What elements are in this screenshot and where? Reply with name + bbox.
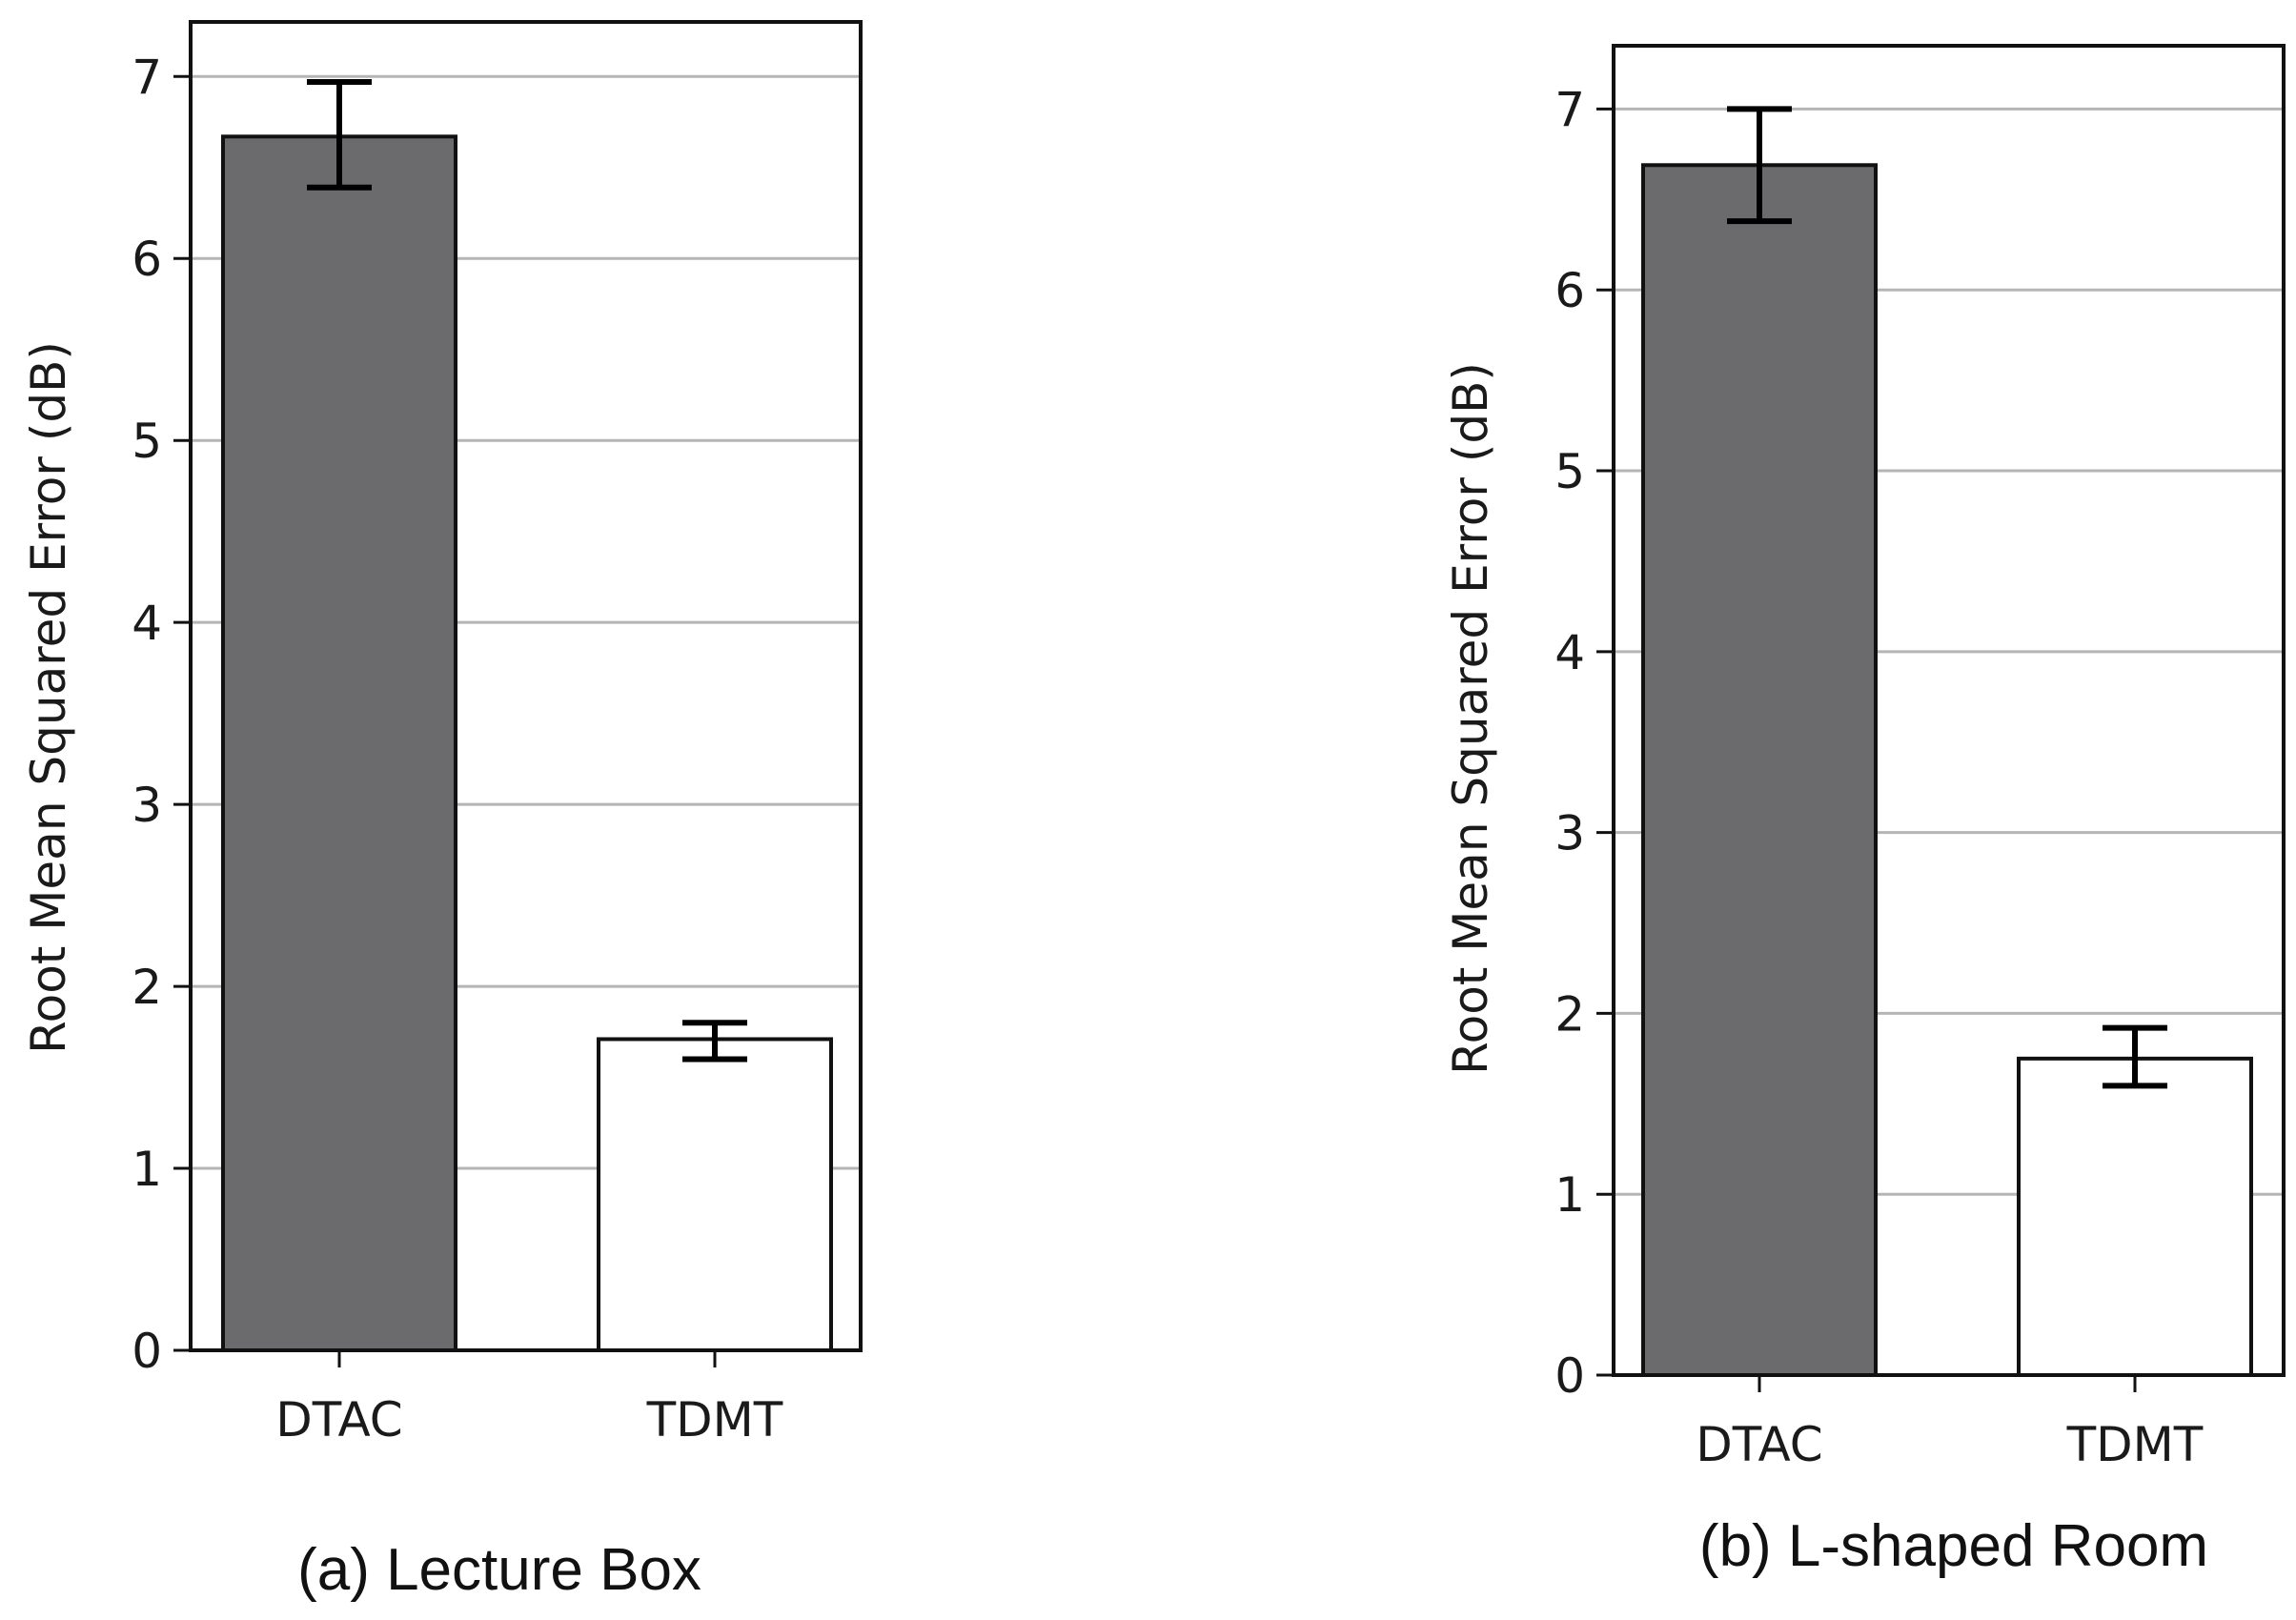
y-tick-label: 5 <box>132 414 162 469</box>
y-tick-label: 3 <box>1554 806 1585 861</box>
y-tick-label: 6 <box>132 232 162 287</box>
x-tick-label: DTAC <box>1696 1417 1822 1472</box>
plot-frame <box>1612 44 2286 1377</box>
bar-tdmt <box>2017 1056 2253 1378</box>
y-tick-label: 1 <box>1554 1167 1585 1223</box>
y-tick-label: 0 <box>1554 1348 1585 1404</box>
bar-tdmt <box>597 1037 833 1353</box>
y-tick-label: 1 <box>132 1142 162 1197</box>
y-tick-label: 4 <box>1554 625 1585 680</box>
y-tick-label: 3 <box>132 778 162 833</box>
y-tick-label: 0 <box>132 1324 162 1379</box>
panel-l-shaped-room: Root Mean Squared Error (dB) (b) L-shape… <box>1443 44 2286 1579</box>
x-tick-label: TDMT <box>2066 1417 2204 1472</box>
y-tick-label: 2 <box>1554 986 1585 1042</box>
panel-lecture-box: Root Mean Squared Error (dB) (a) Lecture… <box>21 20 863 1603</box>
y-tick-label: 4 <box>132 596 162 651</box>
x-tick-label: TDMT <box>646 1392 783 1448</box>
x-tick-label: DTAC <box>275 1392 402 1448</box>
y-axis-title: Root Mean Squared Error (dB) <box>21 341 76 1054</box>
panel-caption: (a) Lecture Box <box>297 1537 701 1603</box>
y-tick-label: 6 <box>1554 263 1585 318</box>
plot-frame <box>189 20 863 1352</box>
y-axis-title: Root Mean Squared Error (dB) <box>1443 362 1498 1075</box>
y-tick-label: 7 <box>1554 82 1585 137</box>
bar-dtac <box>1641 163 1878 1378</box>
y-tick-label: 2 <box>132 960 162 1015</box>
y-tick-label: 5 <box>1554 444 1585 499</box>
panel-caption: (b) L-shaped Room <box>1699 1513 2208 1579</box>
bar-dtac <box>221 134 457 1353</box>
y-tick-label: 7 <box>132 50 162 105</box>
